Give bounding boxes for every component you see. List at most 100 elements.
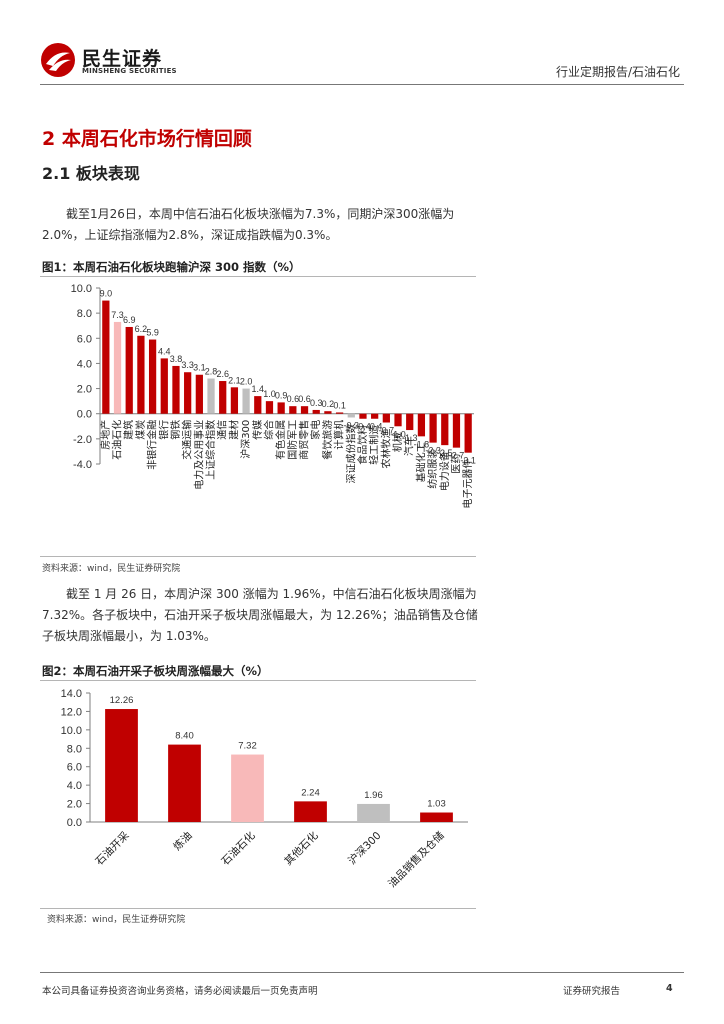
data-label: 2.1 bbox=[228, 375, 241, 385]
data-label: 1.96 bbox=[364, 790, 383, 801]
bar bbox=[277, 402, 285, 414]
x-category-label: 机械 bbox=[391, 432, 404, 452]
data-label: 12.26 bbox=[110, 695, 134, 706]
subsection-heading: 2.1 板块表现 bbox=[42, 164, 140, 183]
data-label: 0.1 bbox=[333, 400, 346, 410]
bar bbox=[359, 413, 367, 419]
y-tick-label: 2.0 bbox=[77, 384, 92, 396]
data-label: -1.3 bbox=[402, 433, 418, 443]
bar bbox=[429, 413, 437, 443]
data-label: 0.6 bbox=[298, 394, 311, 404]
y-tick-label: 10.0 bbox=[71, 283, 92, 295]
x-category-label: 非银行金融 bbox=[146, 420, 159, 470]
data-label: -1.0 bbox=[390, 429, 406, 439]
bar bbox=[394, 413, 402, 427]
x-category-label: 商贸零售 bbox=[298, 420, 311, 460]
company-logo: 民生证券 MINSHENG SECURITIES bbox=[40, 42, 190, 78]
bar bbox=[160, 358, 168, 414]
data-label: 2.0 bbox=[240, 377, 253, 387]
x-category-label: 石油开采 bbox=[93, 829, 132, 868]
section-heading: 2 本周石化市场行情回顾 bbox=[42, 128, 252, 150]
data-label: 4.4 bbox=[158, 346, 171, 356]
data-label: -2.5 bbox=[437, 448, 453, 458]
bar bbox=[168, 744, 201, 822]
data-label: 7.3 bbox=[111, 310, 124, 320]
y-tick-label: 2.0 bbox=[67, 799, 82, 811]
x-category-label: 电力及公用事业 bbox=[192, 420, 205, 490]
data-label: -0.4 bbox=[355, 422, 371, 432]
x-category-label: 沪深300 bbox=[345, 829, 383, 867]
y-tick-label: 4.0 bbox=[67, 780, 82, 792]
x-category-label: 上证综合指数 bbox=[204, 420, 217, 480]
bar bbox=[312, 409, 320, 414]
x-category-label: 房地产 bbox=[99, 420, 112, 450]
y-tick-label: 14.0 bbox=[61, 688, 82, 700]
data-label: 7.32 bbox=[238, 741, 257, 752]
paragraph-line: 7.32%。各子板块中，石油开采子板块周涨幅最大，为 12.26%；油品销售及仓… bbox=[42, 608, 478, 622]
data-label: 0.9 bbox=[275, 390, 288, 400]
data-label: 2.8 bbox=[205, 367, 218, 377]
bar bbox=[207, 378, 215, 414]
x-category-label: 轻工制造 bbox=[368, 425, 381, 465]
figure-1-bottom-rule bbox=[40, 556, 476, 557]
figure-2-title: 图2：本周石油开采子板块周涨幅最大（%） bbox=[42, 664, 269, 678]
x-category-label: 炼油 bbox=[171, 829, 195, 853]
paragraph-line: 截至1月26日，本周中信石油石化板块涨幅为7.3%，同期沪深300涨幅为 bbox=[66, 207, 455, 221]
bar bbox=[347, 413, 355, 418]
bar bbox=[417, 413, 426, 437]
x-category-label: 通信 bbox=[217, 420, 229, 440]
x-category-label: 煤炭 bbox=[134, 420, 147, 440]
data-label: -0.7 bbox=[379, 426, 395, 436]
x-category-label: 纺织服装 bbox=[426, 449, 439, 489]
x-category-label: 传媒 bbox=[252, 420, 264, 440]
x-category-label: 餐饮旅游 bbox=[321, 420, 334, 460]
bar bbox=[172, 365, 180, 414]
bar bbox=[335, 412, 344, 414]
data-label: 0.6 bbox=[287, 394, 300, 404]
y-tick-label: 0.0 bbox=[77, 409, 92, 421]
data-label: 6.9 bbox=[123, 315, 136, 325]
footer-disclaimer: 本公司具备证券投资咨询业务资格，请务必阅读最后一页免责声明 bbox=[42, 986, 318, 997]
x-category-label: 其他石化 bbox=[282, 829, 321, 868]
x-category-label: 汽车 bbox=[403, 436, 416, 456]
paragraph-line: 子板块周涨幅最小，为 1.03%。 bbox=[42, 629, 216, 643]
y-tick-label: 8.0 bbox=[67, 743, 82, 755]
y-tick-label: -2.0 bbox=[73, 434, 92, 446]
data-label: 0.3 bbox=[310, 398, 323, 408]
bar bbox=[242, 388, 250, 414]
data-label: 1.4 bbox=[252, 384, 265, 394]
figure-1-top-rule bbox=[40, 276, 476, 277]
data-label: 8.40 bbox=[175, 731, 194, 742]
bar bbox=[105, 709, 138, 822]
data-label: 9.0 bbox=[100, 289, 113, 299]
bar bbox=[324, 411, 332, 414]
header-divider bbox=[40, 84, 684, 85]
x-category-label: 农林牧渔 bbox=[379, 429, 392, 469]
data-label: 3.1 bbox=[193, 363, 206, 373]
bar bbox=[452, 413, 461, 448]
figure-2-bottom-rule bbox=[40, 908, 476, 909]
x-category-label: 石油石化 bbox=[111, 420, 124, 460]
x-category-label: 电力设备 bbox=[438, 451, 451, 491]
x-category-label: 计算机 bbox=[333, 420, 346, 450]
y-tick-label: 10.0 bbox=[61, 725, 82, 737]
bar bbox=[125, 326, 133, 414]
paragraph-subsector-performance: 截至 1 月 26 日，本周沪深 300 涨幅为 1.96%，中信石油石化板块周… bbox=[42, 584, 478, 647]
x-category-label: 国防军工 bbox=[286, 420, 299, 460]
bar bbox=[289, 406, 297, 414]
x-category-label: 钢铁 bbox=[169, 420, 182, 440]
data-label: 5.9 bbox=[146, 328, 159, 338]
bar bbox=[137, 335, 145, 414]
x-category-label: 建筑 bbox=[122, 420, 135, 440]
data-label: 6.2 bbox=[135, 324, 148, 334]
data-label: 0.2 bbox=[322, 399, 335, 409]
data-label: 2.6 bbox=[216, 369, 229, 379]
data-label: -2.7 bbox=[449, 451, 465, 461]
y-tick-label: 12.0 bbox=[61, 706, 82, 718]
y-tick-label: 8.0 bbox=[77, 308, 92, 320]
bar bbox=[219, 381, 227, 414]
data-label: -1.8 bbox=[414, 439, 430, 449]
bar bbox=[113, 321, 122, 414]
paragraph-index-performance: 截至1月26日，本周中信石油石化板块涨幅为7.3%，同期沪深300涨幅为 2.0… bbox=[42, 204, 476, 246]
brand-name-cn: 民生证券 bbox=[82, 48, 163, 70]
